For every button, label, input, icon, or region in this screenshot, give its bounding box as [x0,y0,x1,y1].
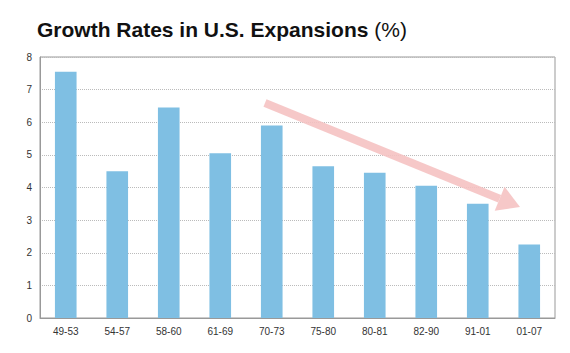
svg-text:8: 8 [26,52,32,63]
svg-text:Growth Rates in U.S. Expansion: Growth Rates in U.S. Expansions [37,18,368,41]
svg-text:61-69: 61-69 [207,326,233,337]
svg-text:58-60: 58-60 [156,326,182,337]
svg-text:3: 3 [26,215,32,226]
svg-text:01-07: 01-07 [516,326,542,337]
svg-text:54-57: 54-57 [104,326,130,337]
svg-text:82-90: 82-90 [413,326,439,337]
svg-text:91-01: 91-01 [465,326,491,337]
svg-text:6: 6 [26,117,32,128]
svg-text:75-80: 75-80 [310,326,336,337]
svg-text:1: 1 [26,280,32,291]
svg-text:(%): (%) [368,18,407,41]
svg-text:5: 5 [26,149,32,160]
svg-text:49-53: 49-53 [53,326,79,337]
svg-text:80-81: 80-81 [362,326,388,337]
svg-text:70-73: 70-73 [259,326,285,337]
svg-text:0: 0 [26,313,32,324]
svg-text:4: 4 [26,182,32,193]
svg-text:7: 7 [26,84,32,95]
svg-text:2: 2 [26,247,32,258]
